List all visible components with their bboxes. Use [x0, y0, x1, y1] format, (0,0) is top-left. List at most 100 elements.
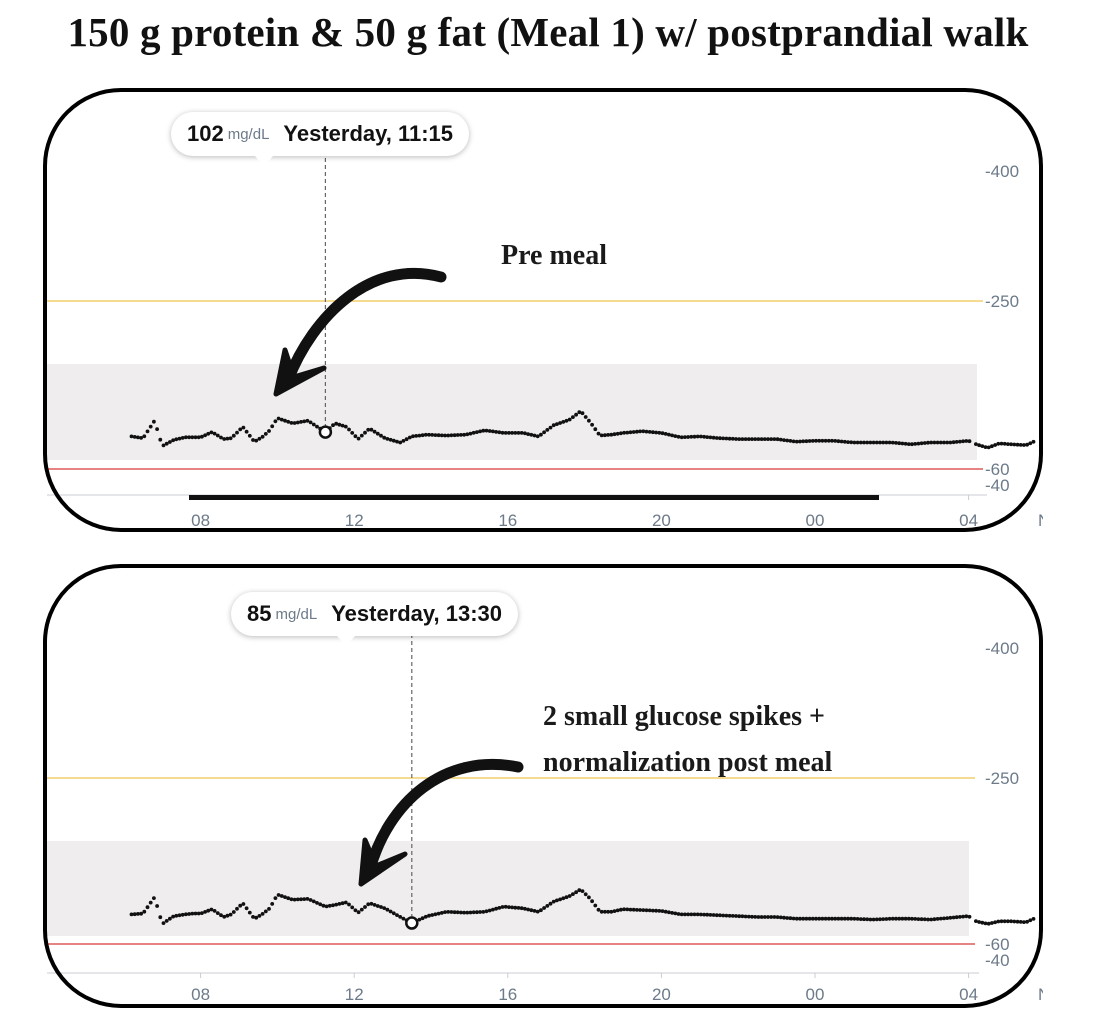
- glucose-reading-dot: [311, 422, 316, 427]
- glucose-reading-dot: [791, 439, 796, 444]
- glucose-reading-dot: [443, 433, 447, 438]
- glucose-reading-dot: [753, 437, 758, 441]
- glucose-reading-dot: [638, 908, 642, 912]
- glucose-reading-dot: [241, 425, 246, 430]
- value-tooltip-1[interactable]: 102 mg/dL Yesterday, 11:15: [171, 112, 470, 156]
- glucose-reading-dot: [874, 917, 879, 922]
- glucose-reading-dot: [654, 430, 658, 435]
- glucose-reading-dot: [200, 911, 204, 915]
- y-tick-label: -400: [985, 639, 1019, 658]
- glucose-reading-dot: [897, 916, 902, 921]
- x-tick-label: 12: [345, 511, 364, 530]
- glucose-reading-dot: [388, 909, 393, 914]
- glucose-reading-dot: [423, 914, 428, 919]
- glucose-reading-dot: [139, 436, 143, 440]
- glucose-reading-dot: [449, 910, 454, 914]
- glucose-reading-dot: [420, 916, 425, 921]
- glucose-reading-dot: [702, 434, 706, 439]
- glucose-reading-dot: [836, 916, 841, 921]
- glucose-reading-dot: [708, 913, 713, 917]
- glucose-reading-dot: [372, 903, 377, 907]
- glucose-reading-dot: [836, 439, 841, 444]
- glucose-reading-dot: [353, 434, 358, 439]
- glucose-reading-dot: [775, 915, 780, 919]
- glucose-reading-dot: [625, 430, 630, 435]
- glucose-reading-dot: [846, 916, 850, 921]
- glucose-reading-dot: [375, 431, 380, 436]
- glucose-reading-dot: [369, 901, 374, 906]
- glucose-reading-dot: [555, 898, 559, 903]
- glucose-reading-dot: [260, 912, 265, 916]
- glucose-reading-dot: [686, 912, 690, 917]
- glucose-reading-dot: [321, 903, 326, 908]
- glucose-reading-dot: [929, 440, 934, 445]
- x-tick-label: 04: [959, 511, 978, 530]
- glucose-reading-dot: [407, 435, 412, 440]
- glucose-reading-dot: [871, 917, 876, 922]
- glucose-reading-dot: [235, 906, 239, 911]
- glucose-reading-dot: [148, 900, 153, 905]
- glucose-reading-dot: [366, 427, 371, 432]
- glucose-reading-dot: [161, 921, 166, 925]
- glucose-reading-dot: [890, 440, 895, 445]
- glucose-reading-dot: [967, 914, 972, 919]
- glucose-reading-dot: [663, 432, 668, 436]
- glucose-reading-dot: [948, 440, 953, 445]
- glucose-reading-dot: [523, 906, 527, 911]
- glucose-reading-dot: [305, 897, 310, 901]
- glucose-reading-dot: [724, 913, 729, 918]
- glucose-reading-dot: [247, 433, 252, 438]
- glucose-reading-dot: [619, 907, 623, 912]
- glucose-reading-dot: [577, 888, 582, 893]
- glucose-reading-dot: [375, 904, 380, 908]
- glucose-reading-dot: [542, 906, 546, 910]
- glucose-reading-dot: [750, 914, 754, 919]
- glucose-reading-dot: [225, 913, 230, 918]
- glucose-reading-dot: [699, 912, 703, 917]
- glucose-reading-dot: [699, 434, 703, 439]
- glucose-reading-dot: [459, 910, 463, 915]
- x-tick-label: 16: [498, 985, 517, 1004]
- glucose-reading-dot: [894, 916, 898, 921]
- glucose-reading-dot: [922, 441, 927, 445]
- glucose-reading-dot: [574, 412, 578, 417]
- glucose-reading-dot: [161, 443, 166, 448]
- glucose-reading-dot: [951, 915, 956, 920]
- y-tick-label: -250: [985, 292, 1019, 311]
- glucose-reading-dot: [900, 916, 905, 921]
- glucose-reading-dot: [644, 908, 649, 913]
- glucose-reading-dot: [481, 428, 486, 433]
- glucose-reading-dot: [478, 429, 482, 434]
- glucose-reading-dot: [986, 921, 991, 926]
- annotation-arrow-1: [273, 267, 447, 397]
- glucose-reading-dot: [839, 916, 844, 921]
- glucose-reading-dot: [635, 429, 639, 434]
- glucose-reading-dot: [1031, 917, 1036, 921]
- glucose-reading-dot: [750, 437, 754, 441]
- glucose-reading-dot: [942, 916, 946, 921]
- glucose-reading-dot: [219, 913, 223, 918]
- glucose-reading-dot: [513, 905, 518, 910]
- glucose-reading-dot: [807, 439, 812, 443]
- glucose-reading-dot: [913, 917, 918, 921]
- glucose-reading-dot: [1022, 443, 1026, 447]
- glucose-reading-dot: [974, 919, 978, 923]
- glucose-reading-dot: [878, 917, 882, 922]
- glucose-reading-dot: [334, 902, 339, 907]
- glucose-reading-dot: [980, 920, 985, 925]
- glucose-reading-dot: [778, 437, 783, 442]
- glucose-reading-dot: [609, 432, 614, 437]
- annotation-line: 2 small glucose spikes +: [543, 701, 825, 732]
- glucose-reading-dot: [158, 915, 163, 920]
- glucose-reading-dot: [363, 430, 367, 435]
- glucose-reading-dot: [401, 439, 406, 443]
- value-tooltip-2[interactable]: 85 mg/dL Yesterday, 13:30: [231, 592, 519, 636]
- glucose-reading-dot: [782, 438, 786, 442]
- glucose-reading-dot: [452, 910, 457, 915]
- glucose-reading-dot: [455, 910, 460, 915]
- glucose-reading-dot: [1012, 919, 1017, 924]
- glucose-reading-dot: [129, 434, 134, 439]
- glucose-reading-dot: [475, 430, 479, 434]
- glucose-reading-dot: [411, 434, 415, 439]
- glucose-reading-dot: [551, 423, 556, 428]
